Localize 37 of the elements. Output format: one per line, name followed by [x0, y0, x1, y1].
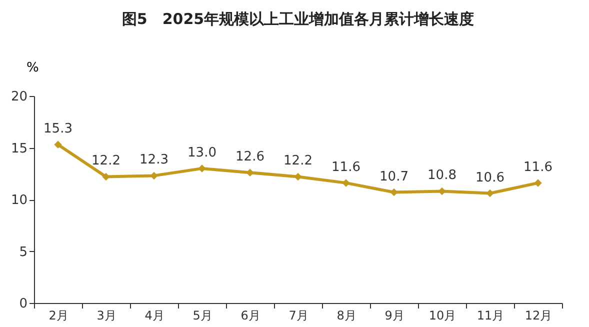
- data-label: 11.6: [524, 160, 552, 175]
- x-tick-label: 8月: [336, 308, 356, 322]
- point: [246, 168, 254, 176]
- point: [294, 172, 302, 181]
- x-tick-label: 11月: [476, 308, 504, 322]
- data-label: 15.3: [44, 122, 72, 137]
- data-label: 12.3: [140, 152, 168, 168]
- x-tick-label: 3月: [96, 308, 116, 322]
- x-tick-label: 2月: [48, 308, 68, 322]
- data-label: 10.6: [476, 170, 504, 186]
- data-label: 12.2: [284, 154, 312, 169]
- x-tick-label: 7月: [288, 308, 308, 322]
- chart-title: 图5 2025年规模以上工业增加值各月累计增长速度: [122, 10, 474, 28]
- data-label: 10.8: [428, 168, 456, 184]
- y-axis-title: %: [26, 60, 39, 76]
- point: [54, 140, 62, 149]
- y-tick-label: 5: [19, 244, 28, 260]
- point: [486, 189, 494, 198]
- data-label: 13.0: [188, 145, 216, 160]
- x-tick-label: 4月: [144, 308, 164, 322]
- x-tick-label: 10月: [428, 308, 456, 322]
- data-label: 11.6: [332, 160, 360, 175]
- x-tick-label: 5月: [192, 308, 212, 322]
- x-tick-label: 12月: [524, 308, 552, 322]
- point: [198, 164, 206, 172]
- data-label: 10.7: [380, 169, 408, 184]
- y-tick-label: 15: [10, 141, 28, 156]
- y-tick-label: 0: [19, 296, 28, 312]
- x-tick-label: 6月: [240, 308, 260, 322]
- data-label: 12.6: [236, 150, 264, 165]
- point: [342, 179, 350, 187]
- y-tick-label: 10: [10, 193, 28, 208]
- x-tick-label: 9月: [384, 308, 404, 322]
- data-label: 12.2: [92, 154, 120, 169]
- y-tick-label: 20: [10, 90, 28, 104]
- point: [150, 172, 158, 180]
- point: [534, 179, 542, 187]
